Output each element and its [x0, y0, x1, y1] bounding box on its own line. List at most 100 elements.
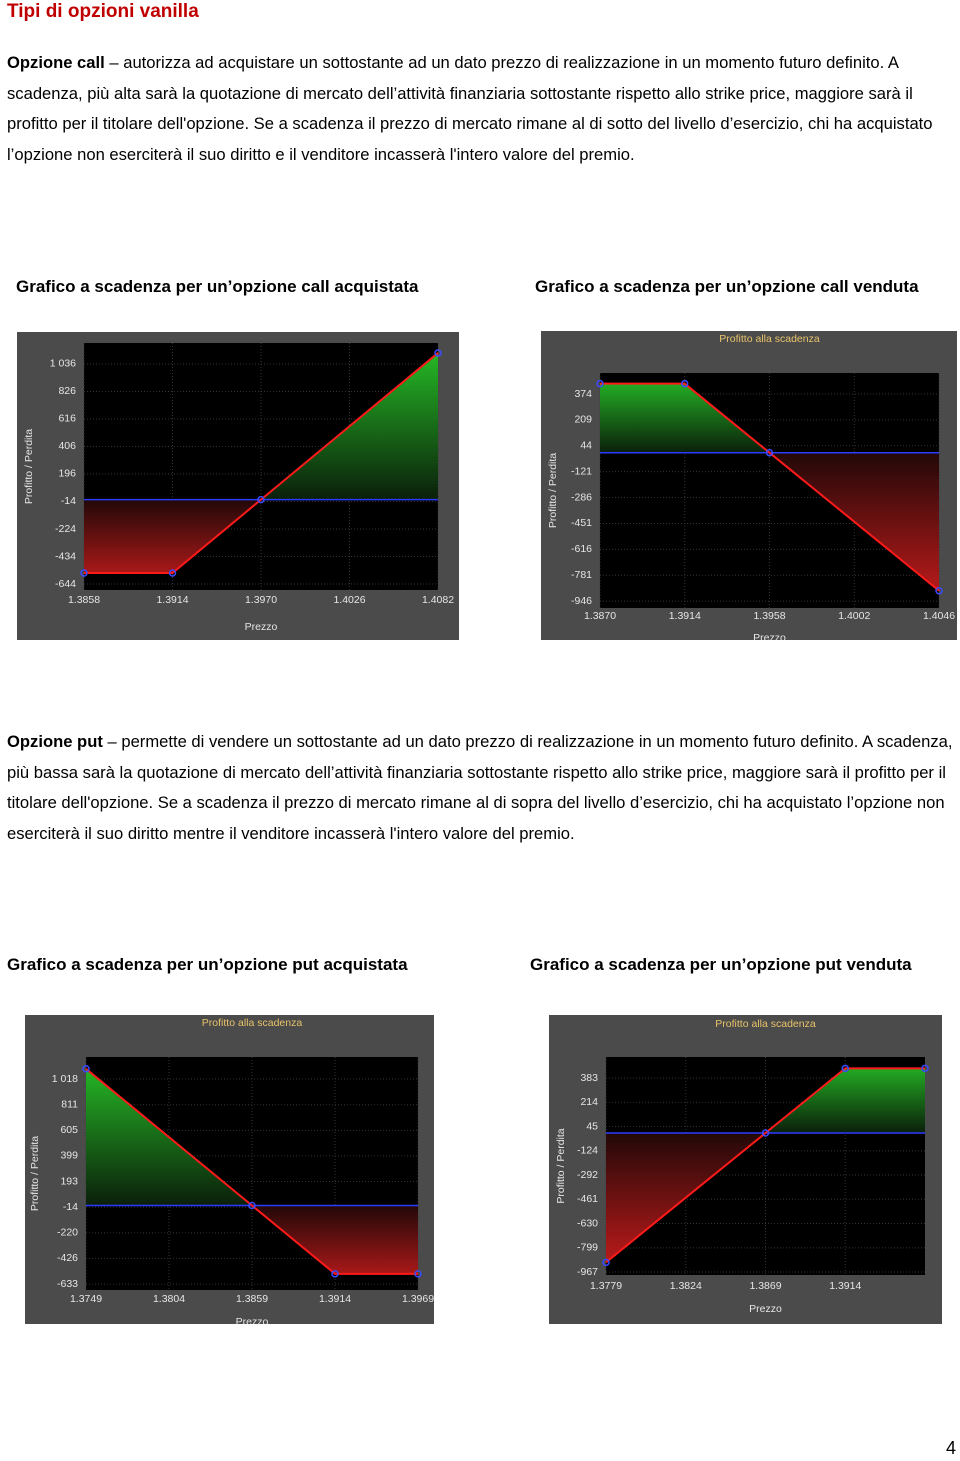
- payoff-line: [605, 1067, 925, 1264]
- x-tick-label: 1.3749: [70, 1293, 102, 1305]
- y-tick-label: 811: [61, 1098, 78, 1110]
- chart-caption: Grafico a scadenza per un’opzione call a…: [16, 277, 419, 296]
- x-tick-label: 1.3970: [245, 594, 277, 606]
- y-tick-label: 605: [60, 1124, 78, 1136]
- y-tick-label: 399: [60, 1150, 78, 1162]
- x-tick-label: 1.4002: [838, 610, 870, 622]
- chart: 1 018 811 605 399 193 -14 -220 -426 -633 1.3749 1.…: [25, 1015, 434, 1324]
- y-tick-label: 209: [574, 414, 592, 426]
- y-tick-label: 1 036: [50, 358, 76, 370]
- payoff-point: [80, 569, 88, 577]
- y-axis-label: Profitto / Perdita: [23, 429, 35, 504]
- y-tick-label: 193: [60, 1175, 78, 1187]
- x-axis-label: Prezzo: [236, 1316, 269, 1324]
- y-tick-label: -426: [57, 1252, 78, 1264]
- payoff-point: [414, 1270, 422, 1278]
- payoff-point: [681, 379, 689, 388]
- payoff-point: [257, 495, 265, 504]
- payoff-point: [841, 1064, 849, 1073]
- y-tick-label: 374: [574, 388, 592, 400]
- chart-title: Profitto alla scadenza: [202, 1017, 303, 1029]
- put-paragraph: Opzione put – permette di vendere un sot…: [7, 727, 955, 849]
- x-tick-label: 1.3858: [68, 594, 100, 606]
- x-tick-label: 1.3958: [753, 610, 785, 622]
- y-axis-label: Profitto / Perdita: [555, 1128, 567, 1203]
- x-tick-label: 1.3779: [590, 1280, 622, 1292]
- payoff-point: [434, 349, 442, 357]
- x-tick-label: 1.3870: [584, 610, 616, 622]
- x-tick-label: 1.3869: [749, 1280, 781, 1292]
- y-tick-label: -781: [571, 569, 592, 581]
- call-paragraph: Opzione call – autorizza ad acquistare u…: [7, 48, 955, 170]
- x-tick-label: 1.3914: [156, 594, 188, 606]
- x-axis-label: Prezzo: [749, 1303, 782, 1315]
- y-tick-label: 616: [58, 413, 76, 425]
- y-tick-label: -633: [57, 1278, 78, 1290]
- x-tick-label: 1.3914: [319, 1293, 351, 1305]
- term: Opzione put: [7, 732, 103, 751]
- chart-caption: Grafico a scadenza per un’opzione put ac…: [7, 955, 408, 974]
- profit-area: [606, 1068, 925, 1263]
- y-tick-label: -616: [571, 543, 592, 555]
- y-tick-label: -224: [55, 523, 76, 535]
- y-tick-label: 45: [586, 1120, 598, 1132]
- payoff-point: [331, 1270, 339, 1278]
- payoff-point: [921, 1064, 929, 1073]
- y-tick-label: 383: [580, 1072, 598, 1084]
- y-tick-label: -630: [577, 1217, 598, 1229]
- x-tick-label: 1.3914: [829, 1280, 861, 1292]
- y-tick-label: -946: [571, 595, 592, 607]
- y-tick-label: -644: [55, 578, 76, 590]
- payoff-point: [248, 1201, 256, 1210]
- x-tick-label: 1.3804: [153, 1293, 185, 1305]
- payoff-line: [84, 352, 439, 574]
- profit-area: [86, 1068, 418, 1274]
- y-tick-label: -14: [63, 1201, 78, 1213]
- x-tick-label: 1.4082: [422, 594, 454, 606]
- y-tick-label: -124: [577, 1145, 598, 1157]
- payoff-point: [596, 379, 604, 388]
- chart-title: Profitto alla scadenza: [715, 1018, 816, 1030]
- chart-caption: Grafico a scadenza per un’opzione put ve…: [530, 955, 912, 974]
- y-tick-label: -286: [571, 491, 592, 503]
- payoff-point: [82, 1065, 90, 1073]
- profit-area: [600, 383, 939, 591]
- y-tick-label: 196: [58, 468, 76, 480]
- payoff-point: [602, 1258, 610, 1267]
- x-tick-label: 1.3914: [669, 610, 701, 622]
- y-tick-label: 1 018: [52, 1073, 78, 1085]
- profit-area: [84, 352, 438, 573]
- paragraph-text: – autorizza ad acquistare un sottostante…: [7, 53, 933, 164]
- payoff-point: [765, 448, 774, 457]
- payoff-point: [168, 569, 177, 577]
- y-tick-label: -434: [55, 550, 76, 562]
- chart: 1 036 826 616 406 196 -14 -224 -434 -644 1.3858 1.…: [17, 332, 459, 640]
- payoff-point: [761, 1129, 770, 1137]
- x-tick-label: 1.3969: [402, 1293, 434, 1305]
- y-tick-label: 214: [580, 1096, 598, 1108]
- y-tick-label: -14: [61, 495, 76, 507]
- y-tick-label: -451: [571, 517, 592, 529]
- y-tick-label: -292: [577, 1169, 598, 1181]
- chart: 374 209 44 -121 -286 -451 -616 -781 -946 1.3870 1.…: [541, 331, 957, 640]
- heading: Tipi di opzioni vanilla: [7, 1, 199, 22]
- payoff-point: [935, 586, 943, 595]
- x-tick-label: 1.3859: [236, 1293, 268, 1305]
- y-tick-label: 44: [580, 440, 592, 452]
- y-tick-label: -461: [577, 1193, 598, 1205]
- term: Opzione call: [7, 53, 105, 72]
- paragraph-text: – permette di vendere un sottostante ad …: [7, 732, 953, 843]
- y-tick-label: 406: [58, 440, 76, 452]
- payoff-line: [85, 1068, 418, 1275]
- y-tick-label: -121: [571, 465, 592, 477]
- x-tick-label: 1.4046: [923, 610, 955, 622]
- x-tick-label: 1.3824: [670, 1280, 702, 1292]
- x-tick-label: 1.4026: [333, 594, 365, 606]
- y-axis-label: Profitto / Perdita: [547, 453, 559, 528]
- page-number: 4: [945, 1438, 956, 1458]
- x-axis-label: Prezzo: [753, 632, 786, 640]
- chart: 383 214 45 -124 -292 -461 -630 -799 -967 1.3779 1.…: [549, 1015, 942, 1324]
- payoff-line: [600, 382, 940, 592]
- chart-title: Profitto alla scadenza: [719, 333, 820, 345]
